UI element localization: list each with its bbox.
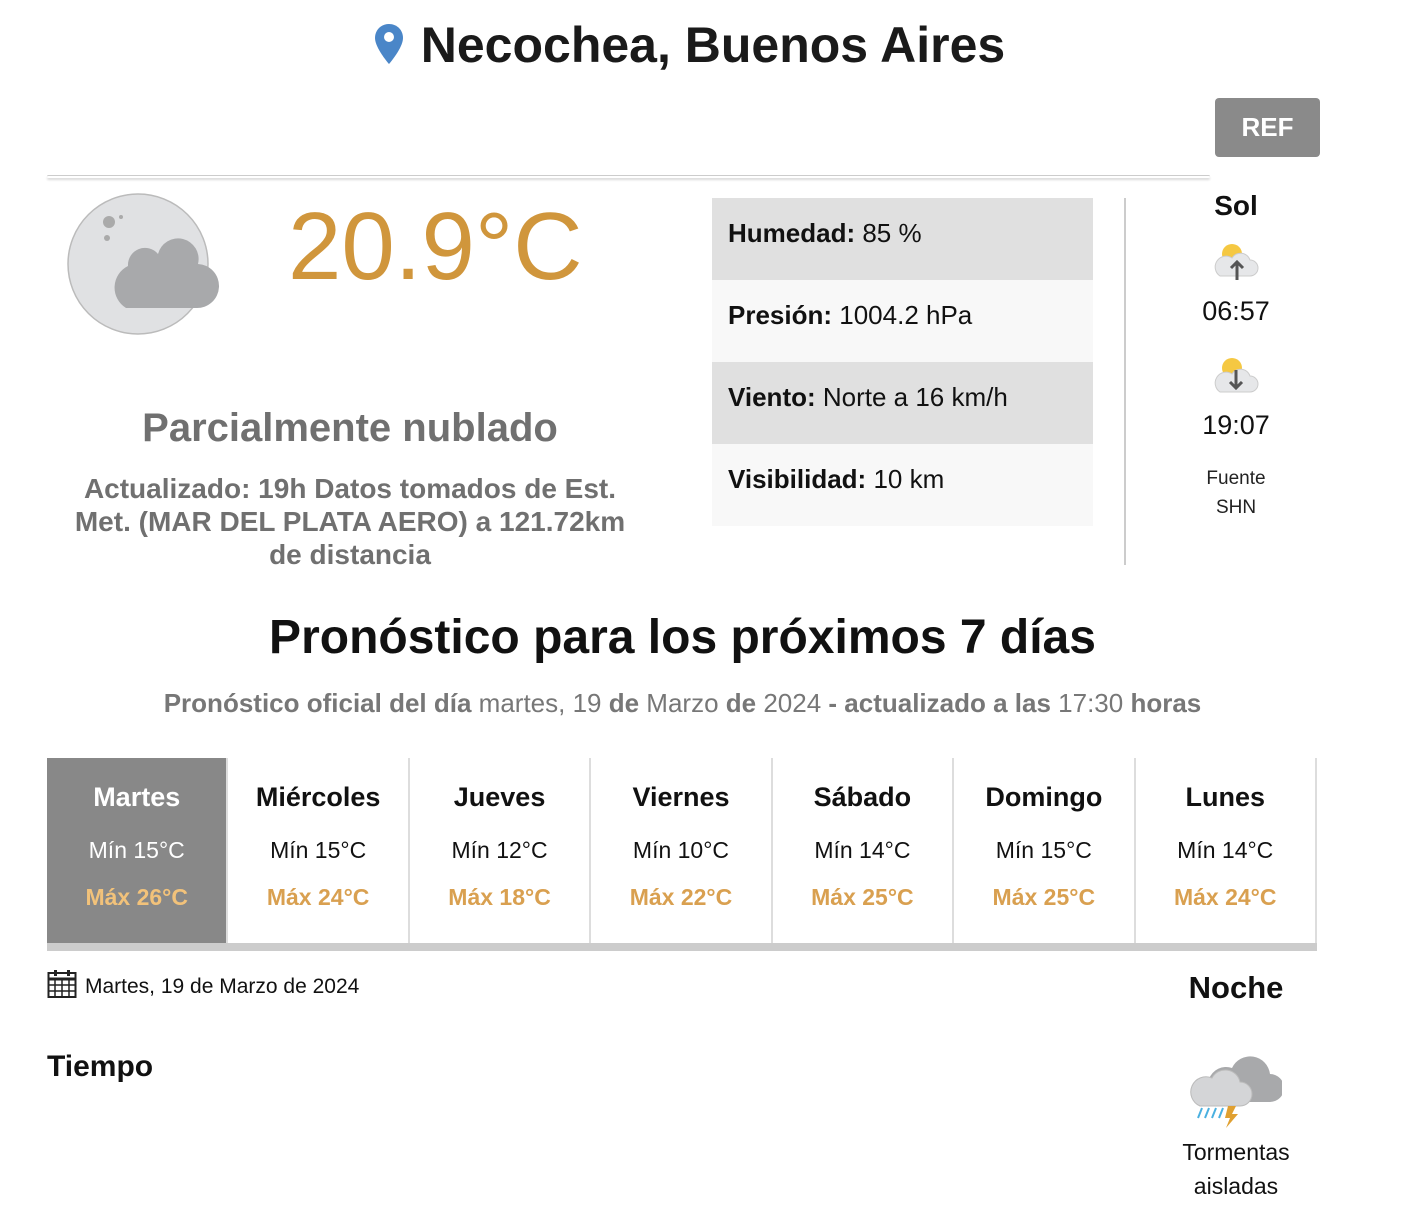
current-condition: Parcialmente nublado	[142, 406, 558, 450]
ref-button[interactable]: REF	[1215, 98, 1320, 157]
day-max: Máx 24°C	[266, 884, 370, 910]
value: 1004.2 hPa	[832, 300, 973, 330]
day-tab-0[interactable]: Martes Mín 15°C Máx 26°C	[47, 758, 229, 943]
update-info: Actualizado: 19h Datos tomados de Est. M…	[74, 473, 626, 570]
pressure-row: Presión: 1004.2 hPa	[712, 280, 1093, 362]
day-tab-2[interactable]: Jueves Mín 12°C Máx 18°C	[410, 758, 592, 943]
sun-title: Sol	[1214, 190, 1258, 221]
label: Presión:	[728, 300, 833, 330]
visibility-row: Visibilidad: 10 km	[712, 444, 1093, 526]
forecast-title: Pronóstico para los próximos 7 días	[269, 611, 1096, 664]
sunrise-time: 06:57	[1202, 296, 1270, 326]
t: 2024	[756, 688, 829, 718]
day-name: Martes	[93, 782, 181, 812]
divider	[47, 175, 1210, 178]
source-name: SHN	[1215, 497, 1257, 518]
day-min: Mín 10°C	[632, 837, 730, 863]
humidity-row: Humedad: 85 %	[712, 198, 1093, 280]
t: 17:30	[1050, 688, 1131, 718]
day-tab-4[interactable]: Sábado Mín 14°C Máx 25°C	[773, 758, 955, 943]
value: 10 km	[866, 464, 945, 494]
day-name: Jueves	[453, 782, 546, 812]
current-temperature: 20.9°C	[288, 193, 583, 300]
day-name: Sábado	[813, 782, 912, 812]
t: de	[608, 688, 640, 718]
day-max: Máx 18°C	[448, 884, 551, 910]
forecast-subtitle: Pronóstico oficial del día martes, 19 de…	[0, 688, 1365, 719]
page-title: Necochea, Buenos Aires	[0, 16, 1380, 74]
day-min: Mín 15°C	[995, 837, 1092, 863]
t: horas	[1130, 688, 1202, 718]
wind-row: Viento: Norte a 16 km/h	[712, 362, 1093, 444]
day-tab-5[interactable]: Domingo Mín 15°C Máx 25°C	[954, 758, 1136, 943]
selected-date: Martes, 19 de Marzo de 2024	[85, 975, 360, 998]
source-label: Fuente	[1206, 468, 1266, 489]
day-tab-1[interactable]: Miércoles Mín 15°C Máx 24°C	[228, 758, 410, 943]
day-name: Lunes	[1185, 782, 1265, 812]
day-min: Mín 12°C	[451, 837, 548, 863]
label: Viento:	[728, 382, 816, 412]
sunset-icon	[1214, 358, 1259, 393]
forecast-days: Martes Mín 15°C Máx 26°C Miércoles Mín 15°C M…	[47, 758, 1317, 951]
day-max: Máx 25°C	[992, 884, 1096, 910]
details-table: Humedad: 85 % Presión: 1004.2 hPa Viento…	[712, 198, 1093, 526]
calendar-icon	[47, 970, 77, 998]
location-pin-icon	[374, 24, 403, 64]
sunrise-icon	[1214, 244, 1259, 280]
day-tab-3[interactable]: Viernes Mín 10°C Máx 22°C	[591, 758, 773, 943]
day-tab-6[interactable]: Lunes Mín 14°C Máx 24°C	[1136, 758, 1317, 943]
thunderstorm-icon	[1190, 1056, 1282, 1128]
night-heading: Noche	[1188, 970, 1284, 1005]
day-max: Máx 24°C	[1173, 884, 1277, 910]
label: Visibilidad:	[728, 464, 867, 494]
day-name: Miércoles	[255, 782, 381, 812]
day-max: Máx 26°C	[85, 884, 188, 910]
day-min: Mín 14°C	[1177, 837, 1274, 863]
t: Pronóstico oficial del día	[163, 688, 472, 718]
t: - actualizado a las	[828, 688, 1051, 718]
tiempo-heading: Tiempo	[47, 1050, 154, 1083]
day-min: Mín 14°C	[814, 837, 911, 863]
label: Humedad:	[728, 218, 856, 248]
day-name: Domingo	[985, 782, 1103, 812]
night-condition-line2: aisladas	[1193, 1173, 1279, 1199]
value: Norte a 16 km/h	[815, 382, 1008, 412]
divider	[1124, 198, 1126, 565]
sunset-time: 19:07	[1202, 410, 1270, 440]
t: de	[725, 688, 757, 718]
t: martes, 19	[471, 688, 609, 718]
day-min: Mín 15°C	[88, 837, 185, 863]
day-max: Máx 22°C	[629, 884, 733, 910]
partly-cloudy-night-icon	[67, 193, 220, 335]
day-max: Máx 25°C	[811, 884, 914, 910]
night-condition-line1: Tormentas	[1182, 1139, 1290, 1165]
t: Marzo	[639, 688, 726, 718]
location-name: Necochea, Buenos Aires	[420, 17, 1006, 73]
day-name: Viernes	[632, 782, 730, 812]
day-min: Mín 15°C	[270, 837, 367, 863]
value: 85 %	[855, 218, 922, 248]
